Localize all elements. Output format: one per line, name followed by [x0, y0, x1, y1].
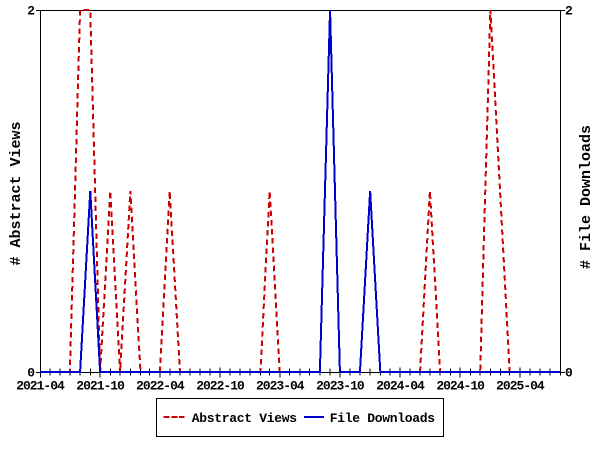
svg-text:File Downloads: File Downloads [330, 411, 436, 426]
svg-text:2024-04: 2024-04 [376, 379, 425, 394]
svg-text:2023-10: 2023-10 [316, 379, 365, 394]
svg-text:2: 2 [27, 4, 35, 19]
svg-text:0: 0 [27, 366, 35, 381]
svg-text:2023-04: 2023-04 [256, 379, 305, 394]
svg-text:# File Downloads: # File Downloads [578, 125, 595, 269]
svg-text:2022-10: 2022-10 [196, 379, 245, 394]
svg-text:# Abstract Views: # Abstract Views [8, 121, 25, 265]
svg-text:2025-04: 2025-04 [496, 379, 545, 394]
svg-text:0: 0 [565, 366, 573, 381]
svg-text:2024-10: 2024-10 [436, 379, 485, 394]
svg-text:2022-04: 2022-04 [136, 379, 185, 394]
svg-text:2021-10: 2021-10 [76, 379, 125, 394]
svg-text:2021-04: 2021-04 [16, 379, 65, 394]
svg-text:2: 2 [565, 4, 573, 19]
svg-text:Abstract Views: Abstract Views [192, 411, 298, 426]
